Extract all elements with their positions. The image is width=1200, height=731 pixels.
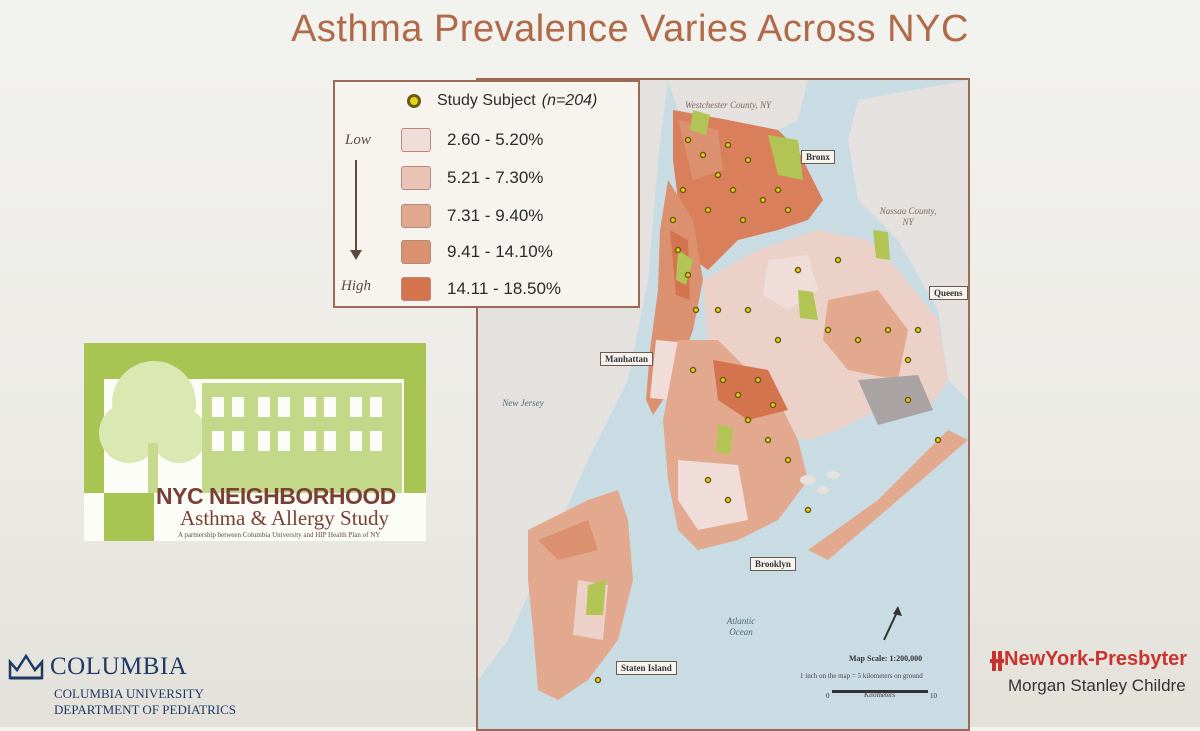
nyp-name: NewYork-Presbyter xyxy=(1004,648,1188,670)
logo-title: NYC NEIGHBORHOOD xyxy=(156,483,396,509)
legend-study-n: (n=204) xyxy=(541,92,598,109)
map-label-bronx: Bronx xyxy=(801,150,835,164)
legend-swatch xyxy=(401,240,431,264)
arrow-down-icon xyxy=(350,160,362,260)
columbia-department-line: DEPARTMENT OF PEDIATRICS xyxy=(54,702,236,717)
map-scale-ten: 10 xyxy=(930,692,937,700)
legend-class-row: 5.21 - 7.30% xyxy=(401,165,543,191)
legend-study-label: Study Subject xyxy=(437,92,536,109)
map-label-staten-island: Staten Island xyxy=(616,661,677,675)
legend-swatch xyxy=(401,128,431,152)
map-legend: Study Subject (n=204) Low High 2.60 - 5.… xyxy=(333,80,640,308)
legend-class-label: 5.21 - 7.30% xyxy=(447,168,544,187)
legend-class-row: 7.31 - 9.40% xyxy=(401,203,543,229)
legend-class-row: 14.11 - 18.50% xyxy=(401,276,561,302)
rockaway-peninsula xyxy=(808,430,968,560)
legend-class-row: 9.41 - 14.10% xyxy=(401,239,553,265)
legend-class-label: 9.41 - 14.10% xyxy=(447,242,553,261)
logo-subtitle: Asthma & Allergy Study xyxy=(180,506,390,530)
water-label-nassau: Nassau County, NY xyxy=(879,206,937,227)
water-label-atlantic: Atlantic Ocean xyxy=(726,616,756,637)
legend-swatch xyxy=(401,277,431,301)
legend-low-label: Low xyxy=(345,132,371,148)
legend-class-label: 7.31 - 9.40% xyxy=(447,206,544,225)
columbia-university: COLUMBIA UNIVERSITY DEPARTMENT OF PEDIAT… xyxy=(54,686,236,718)
slide-title: Asthma Prevalence Varies Across NYC xyxy=(291,8,969,50)
water-label-westchester: Westchester County, NY xyxy=(685,100,771,110)
map-label-queens: Queens xyxy=(929,286,968,300)
study-subject-dots xyxy=(594,136,942,684)
westchester-land xyxy=(668,80,808,130)
map-label-brooklyn: Brooklyn xyxy=(750,557,796,571)
map-scale-zero: 0 xyxy=(826,692,830,700)
map-label-manhattan: Manhattan xyxy=(600,352,654,366)
legend-high-label: High xyxy=(341,278,371,294)
legend-swatch xyxy=(401,204,431,228)
legend-swatch xyxy=(401,166,431,190)
logo-tagline: A partnership between Columbia Universit… xyxy=(178,531,381,539)
nassau-land xyxy=(848,80,968,400)
map-scale-unit: Kilometers xyxy=(864,691,896,699)
study-subject-icon xyxy=(407,94,421,108)
nyp-cross-icon xyxy=(990,647,1004,680)
legend-class-row: 2.60 - 5.20% xyxy=(401,127,543,153)
map-scale-title: Map Scale: 1:200,000 xyxy=(849,654,923,663)
columbia-university-line: COLUMBIA UNIVERSITY xyxy=(54,686,204,701)
map-scale-bar xyxy=(832,690,928,693)
crown-icon xyxy=(6,652,46,687)
nyp-subtitle: Morgan Stanley Childre xyxy=(1008,676,1186,695)
study-logo xyxy=(84,343,426,541)
legend-class-label: 14.11 - 18.50% xyxy=(447,279,562,298)
water-label-new-jersey: New Jersey xyxy=(502,398,544,408)
legend-study-subject: Study Subject (n=204) xyxy=(407,92,597,110)
legend-class-label: 2.60 - 5.20% xyxy=(447,130,544,149)
map-scale-note: 1 inch on the map = 5 kilometers on grou… xyxy=(800,672,923,680)
columbia-name: COLUMBIA xyxy=(50,653,188,680)
north-arrow-icon xyxy=(880,604,904,649)
